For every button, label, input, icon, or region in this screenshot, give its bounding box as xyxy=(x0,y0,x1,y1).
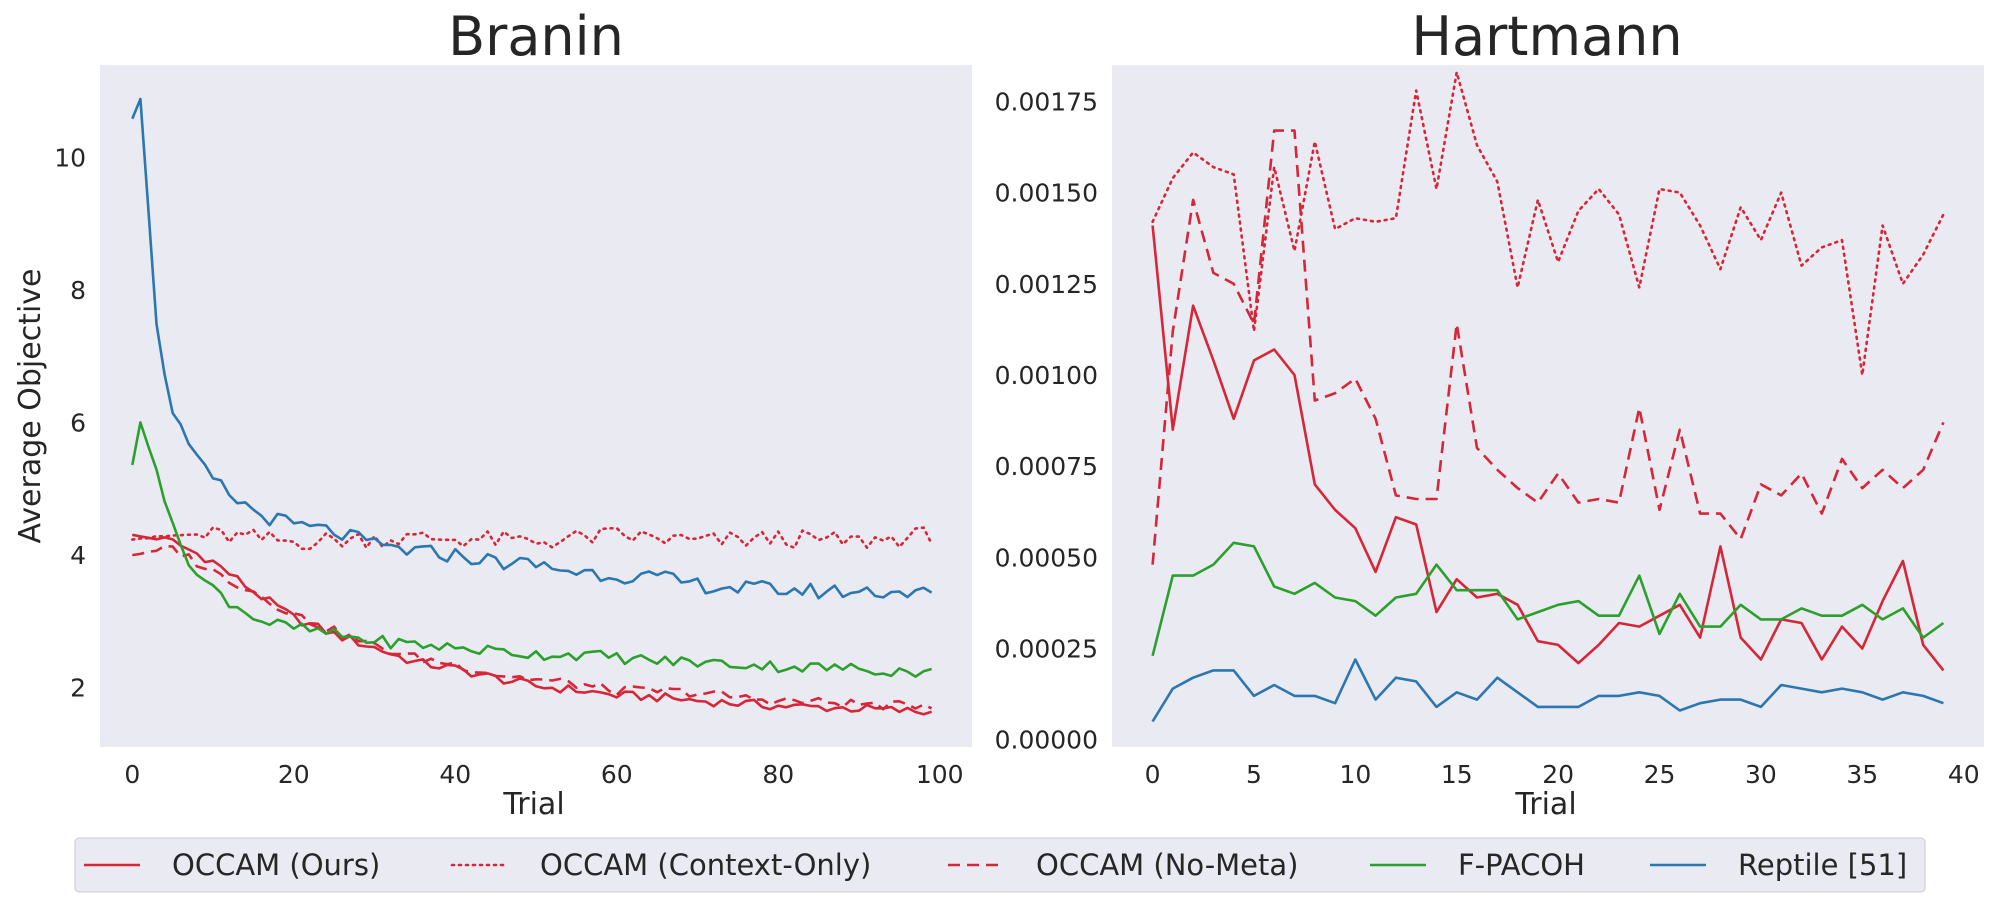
branin-x-tick-label: 40 xyxy=(439,760,471,789)
legend-label-occam-context-only: OCCAM (Context-Only) xyxy=(540,848,871,882)
hartmann-plot-area xyxy=(1112,65,1984,747)
branin-x-axis-label: Trial xyxy=(502,787,564,822)
hartmann-line-reptile-51 xyxy=(1151,658,1944,723)
hartmann-y-tick-label: 0.00100 xyxy=(995,361,1098,390)
legend-label-occam-no-meta: OCCAM (No-Meta) xyxy=(1036,848,1298,882)
hartmann-y-tick-label: 0.00000 xyxy=(995,726,1098,755)
hartmann-line-f-pacoh xyxy=(1151,541,1945,657)
branin-line-f-pacoh xyxy=(131,421,932,678)
hartmann-line-occam-ours xyxy=(1151,225,1945,672)
hartmann-x-tick-label: 10 xyxy=(1339,760,1371,789)
hartmann-y-tick-label: 0.00025 xyxy=(995,635,1098,664)
hartmann-y-tick-label: 0.00175 xyxy=(995,87,1098,116)
branin-line-occam-ours xyxy=(132,533,932,716)
branin-x-tick-label: 80 xyxy=(762,760,794,789)
legend-frame xyxy=(74,837,1926,893)
hartmann-y-tick-label: 0.00075 xyxy=(995,452,1098,481)
hartmann-panel: Hartmann Trial 0 5 10 15 20 25 30 35 40 0.00000 0.… xyxy=(995,5,1984,822)
hartmann-y-tick-label: 0.00050 xyxy=(995,543,1098,572)
legend-label-occam-ours: OCCAM (Ours) xyxy=(172,848,380,882)
legend-label-reptile-51: Reptile [51] xyxy=(1738,848,1907,882)
legend-label-f-pacoh: F-PACOH xyxy=(1458,848,1585,882)
branin-x-tick-label: 60 xyxy=(601,760,633,789)
hartmann-series xyxy=(1151,71,1945,723)
hartmann-x-tick-label: 5 xyxy=(1246,760,1262,789)
hartmann-title: Hartmann xyxy=(1411,5,1682,68)
branin-x-tick-label: 100 xyxy=(916,760,964,789)
hartmann-ticks: 0 5 10 15 20 25 30 35 40 0.00000 0.00025 0.00050 0.0… xyxy=(995,87,1980,789)
branin-series xyxy=(131,97,933,716)
branin-y-tick-label: 2 xyxy=(70,673,86,702)
hartmann-x-tick-label: 30 xyxy=(1745,760,1777,789)
branin-plot-area xyxy=(100,65,972,747)
hartmann-x-tick-label: 20 xyxy=(1542,760,1574,789)
hartmann-x-tick-label: 15 xyxy=(1441,760,1473,789)
hartmann-x-tick-label: 25 xyxy=(1644,760,1676,789)
branin-y-tick-label: 10 xyxy=(54,144,86,173)
hartmann-line-occam-context-only xyxy=(1151,71,1945,377)
hartmann-x-axis-label: Trial xyxy=(1514,787,1576,822)
branin-ticks: 0 20 40 60 80 100 2 4 6 8 10 xyxy=(54,144,963,789)
branin-x-tick-label: 20 xyxy=(278,760,310,789)
branin-y-axis-label: Average Objective xyxy=(13,269,48,544)
branin-line-occam-context-only xyxy=(131,526,933,551)
branin-title: Branin xyxy=(448,5,624,68)
branin-y-tick-label: 6 xyxy=(70,409,86,438)
branin-y-tick-label: 4 xyxy=(70,541,86,570)
branin-panel: Branin Trial Average Objective 0 20 40 60 80… xyxy=(13,5,972,822)
hartmann-y-tick-label: 0.00125 xyxy=(995,270,1098,299)
hartmann-x-tick-label: 0 xyxy=(1145,760,1161,789)
branin-x-tick-label: 0 xyxy=(124,760,140,789)
branin-y-tick-label: 8 xyxy=(70,276,86,305)
branin-line-occam-no-meta xyxy=(132,544,933,711)
legend: OCCAM (Ours) OCCAM (Context-Only) OCCAM (N… xyxy=(74,837,1926,893)
hartmann-x-tick-label: 35 xyxy=(1846,760,1878,789)
hartmann-y-tick-label: 0.00150 xyxy=(995,179,1098,208)
hartmann-x-tick-label: 40 xyxy=(1948,760,1980,789)
branin-line-reptile-51 xyxy=(131,97,933,600)
